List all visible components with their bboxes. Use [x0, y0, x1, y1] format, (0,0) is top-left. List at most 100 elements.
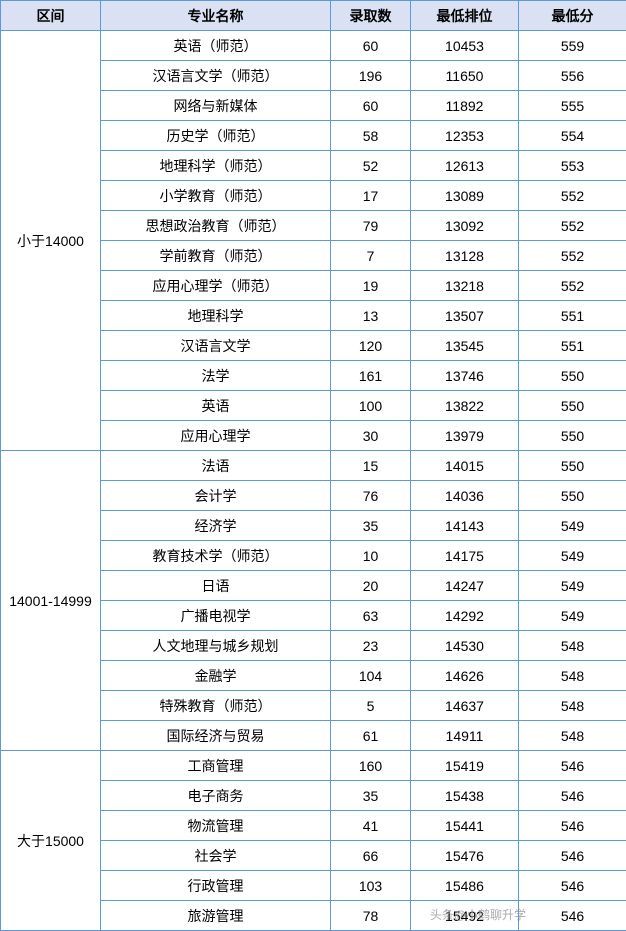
table-row: 14001-14999法语1514015550 — [1, 451, 626, 481]
major-cell: 汉语言文学 — [101, 331, 331, 361]
table-header-row: 区间 专业名称 录取数 最低排位 最低分 — [1, 1, 626, 31]
count-cell: 23 — [331, 631, 411, 661]
major-cell: 小学教育（师范） — [101, 181, 331, 211]
score-cell: 546 — [519, 811, 626, 841]
count-cell: 35 — [331, 511, 411, 541]
score-cell: 549 — [519, 511, 626, 541]
major-cell: 物流管理 — [101, 811, 331, 841]
rank-cell: 15476 — [411, 841, 519, 871]
count-cell: 13 — [331, 301, 411, 331]
rank-cell: 13092 — [411, 211, 519, 241]
score-cell: 548 — [519, 721, 626, 751]
rank-cell: 14292 — [411, 601, 519, 631]
major-cell: 思想政治教育（师范） — [101, 211, 331, 241]
count-cell: 41 — [331, 811, 411, 841]
major-cell: 学前教育（师范） — [101, 241, 331, 271]
rank-cell: 13979 — [411, 421, 519, 451]
rank-cell: 13218 — [411, 271, 519, 301]
rank-cell: 13746 — [411, 361, 519, 391]
count-cell: 58 — [331, 121, 411, 151]
major-cell: 社会学 — [101, 841, 331, 871]
major-cell: 汉语言文学（师范） — [101, 61, 331, 91]
score-cell: 551 — [519, 301, 626, 331]
major-cell: 工商管理 — [101, 751, 331, 781]
count-cell: 76 — [331, 481, 411, 511]
rank-cell: 15441 — [411, 811, 519, 841]
major-cell: 行政管理 — [101, 871, 331, 901]
admission-table: 区间 专业名称 录取数 最低排位 最低分 小于14000英语（师范）601045… — [0, 0, 626, 931]
rank-cell: 14530 — [411, 631, 519, 661]
count-cell: 60 — [331, 31, 411, 61]
range-cell: 14001-14999 — [1, 451, 101, 751]
score-cell: 552 — [519, 241, 626, 271]
rank-cell: 14143 — [411, 511, 519, 541]
rank-cell: 14015 — [411, 451, 519, 481]
rank-cell: 13089 — [411, 181, 519, 211]
count-cell: 35 — [331, 781, 411, 811]
count-cell: 160 — [331, 751, 411, 781]
score-cell: 546 — [519, 781, 626, 811]
rank-cell: 15419 — [411, 751, 519, 781]
score-cell: 552 — [519, 211, 626, 241]
score-cell: 546 — [519, 901, 626, 931]
major-cell: 应用心理学 — [101, 421, 331, 451]
count-cell: 78 — [331, 901, 411, 931]
score-cell: 546 — [519, 751, 626, 781]
count-cell: 66 — [331, 841, 411, 871]
score-cell: 550 — [519, 481, 626, 511]
rank-cell: 13545 — [411, 331, 519, 361]
major-cell: 特殊教育（师范） — [101, 691, 331, 721]
major-cell: 历史学（师范） — [101, 121, 331, 151]
score-cell: 551 — [519, 331, 626, 361]
count-cell: 5 — [331, 691, 411, 721]
watermark-text: 头条@小鹤聊升学 — [430, 906, 526, 923]
major-cell: 国际经济与贸易 — [101, 721, 331, 751]
range-cell: 大于15000 — [1, 751, 101, 931]
major-cell: 地理科学（师范） — [101, 151, 331, 181]
score-cell: 549 — [519, 541, 626, 571]
rank-cell: 15486 — [411, 871, 519, 901]
score-cell: 552 — [519, 271, 626, 301]
count-cell: 79 — [331, 211, 411, 241]
major-cell: 法语 — [101, 451, 331, 481]
score-cell: 550 — [519, 421, 626, 451]
major-cell: 应用心理学（师范） — [101, 271, 331, 301]
header-range: 区间 — [1, 1, 101, 31]
count-cell: 103 — [331, 871, 411, 901]
rank-cell: 11892 — [411, 91, 519, 121]
count-cell: 120 — [331, 331, 411, 361]
count-cell: 104 — [331, 661, 411, 691]
major-cell: 电子商务 — [101, 781, 331, 811]
major-cell: 教育技术学（师范） — [101, 541, 331, 571]
count-cell: 15 — [331, 451, 411, 481]
score-cell: 550 — [519, 391, 626, 421]
major-cell: 英语（师范） — [101, 31, 331, 61]
rank-cell: 11650 — [411, 61, 519, 91]
rank-cell: 14637 — [411, 691, 519, 721]
score-cell: 549 — [519, 601, 626, 631]
count-cell: 52 — [331, 151, 411, 181]
score-cell: 548 — [519, 691, 626, 721]
rank-cell: 14036 — [411, 481, 519, 511]
rank-cell: 14247 — [411, 571, 519, 601]
score-cell: 553 — [519, 151, 626, 181]
score-cell: 548 — [519, 661, 626, 691]
major-cell: 法学 — [101, 361, 331, 391]
major-cell: 经济学 — [101, 511, 331, 541]
score-cell: 546 — [519, 871, 626, 901]
count-cell: 63 — [331, 601, 411, 631]
major-cell: 日语 — [101, 571, 331, 601]
count-cell: 17 — [331, 181, 411, 211]
rank-cell: 15438 — [411, 781, 519, 811]
count-cell: 196 — [331, 61, 411, 91]
count-cell: 161 — [331, 361, 411, 391]
rank-cell: 12613 — [411, 151, 519, 181]
rank-cell: 10453 — [411, 31, 519, 61]
count-cell: 10 — [331, 541, 411, 571]
header-count: 录取数 — [331, 1, 411, 31]
major-cell: 会计学 — [101, 481, 331, 511]
score-cell: 555 — [519, 91, 626, 121]
rank-cell: 13128 — [411, 241, 519, 271]
major-cell: 网络与新媒体 — [101, 91, 331, 121]
major-cell: 人文地理与城乡规划 — [101, 631, 331, 661]
